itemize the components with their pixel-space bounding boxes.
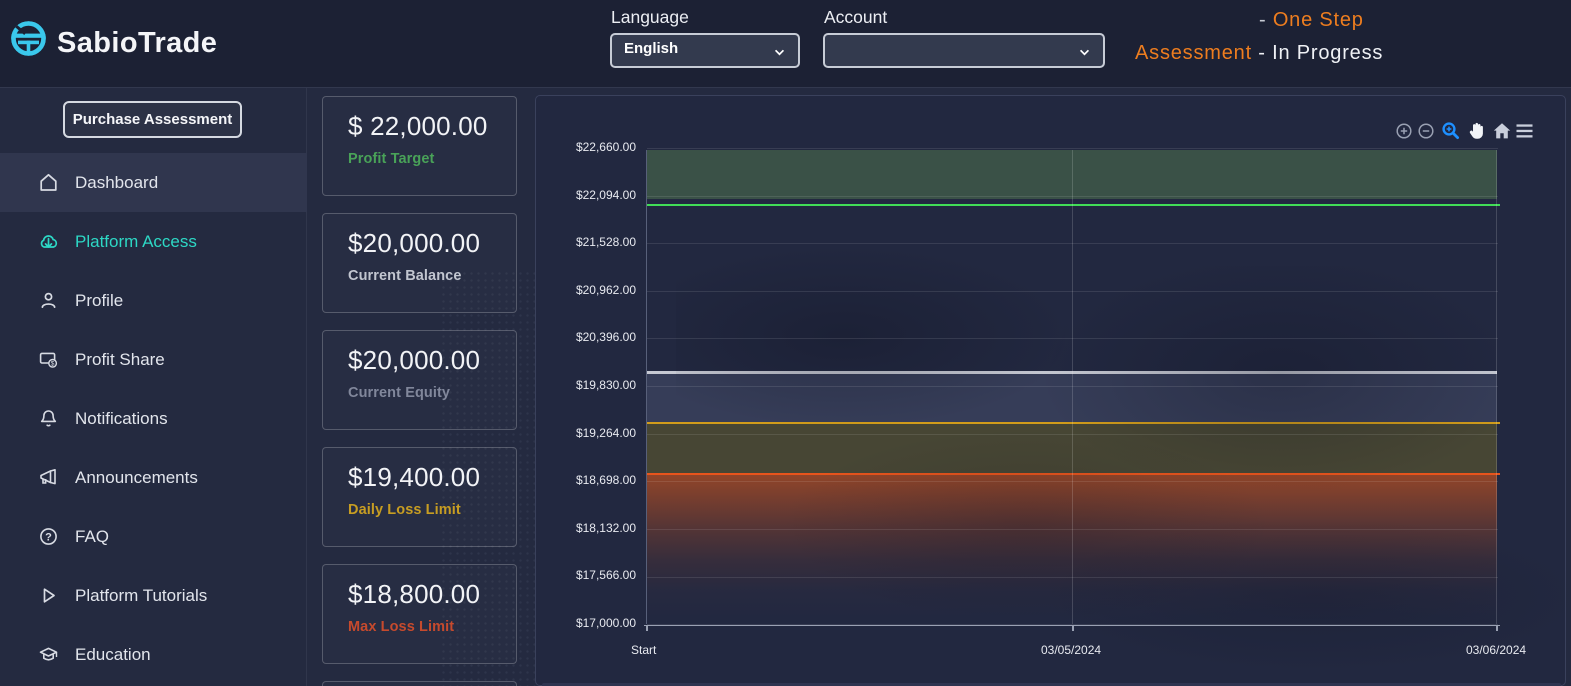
- svg-text:?: ?: [45, 532, 52, 544]
- svg-text:$: $: [51, 361, 55, 368]
